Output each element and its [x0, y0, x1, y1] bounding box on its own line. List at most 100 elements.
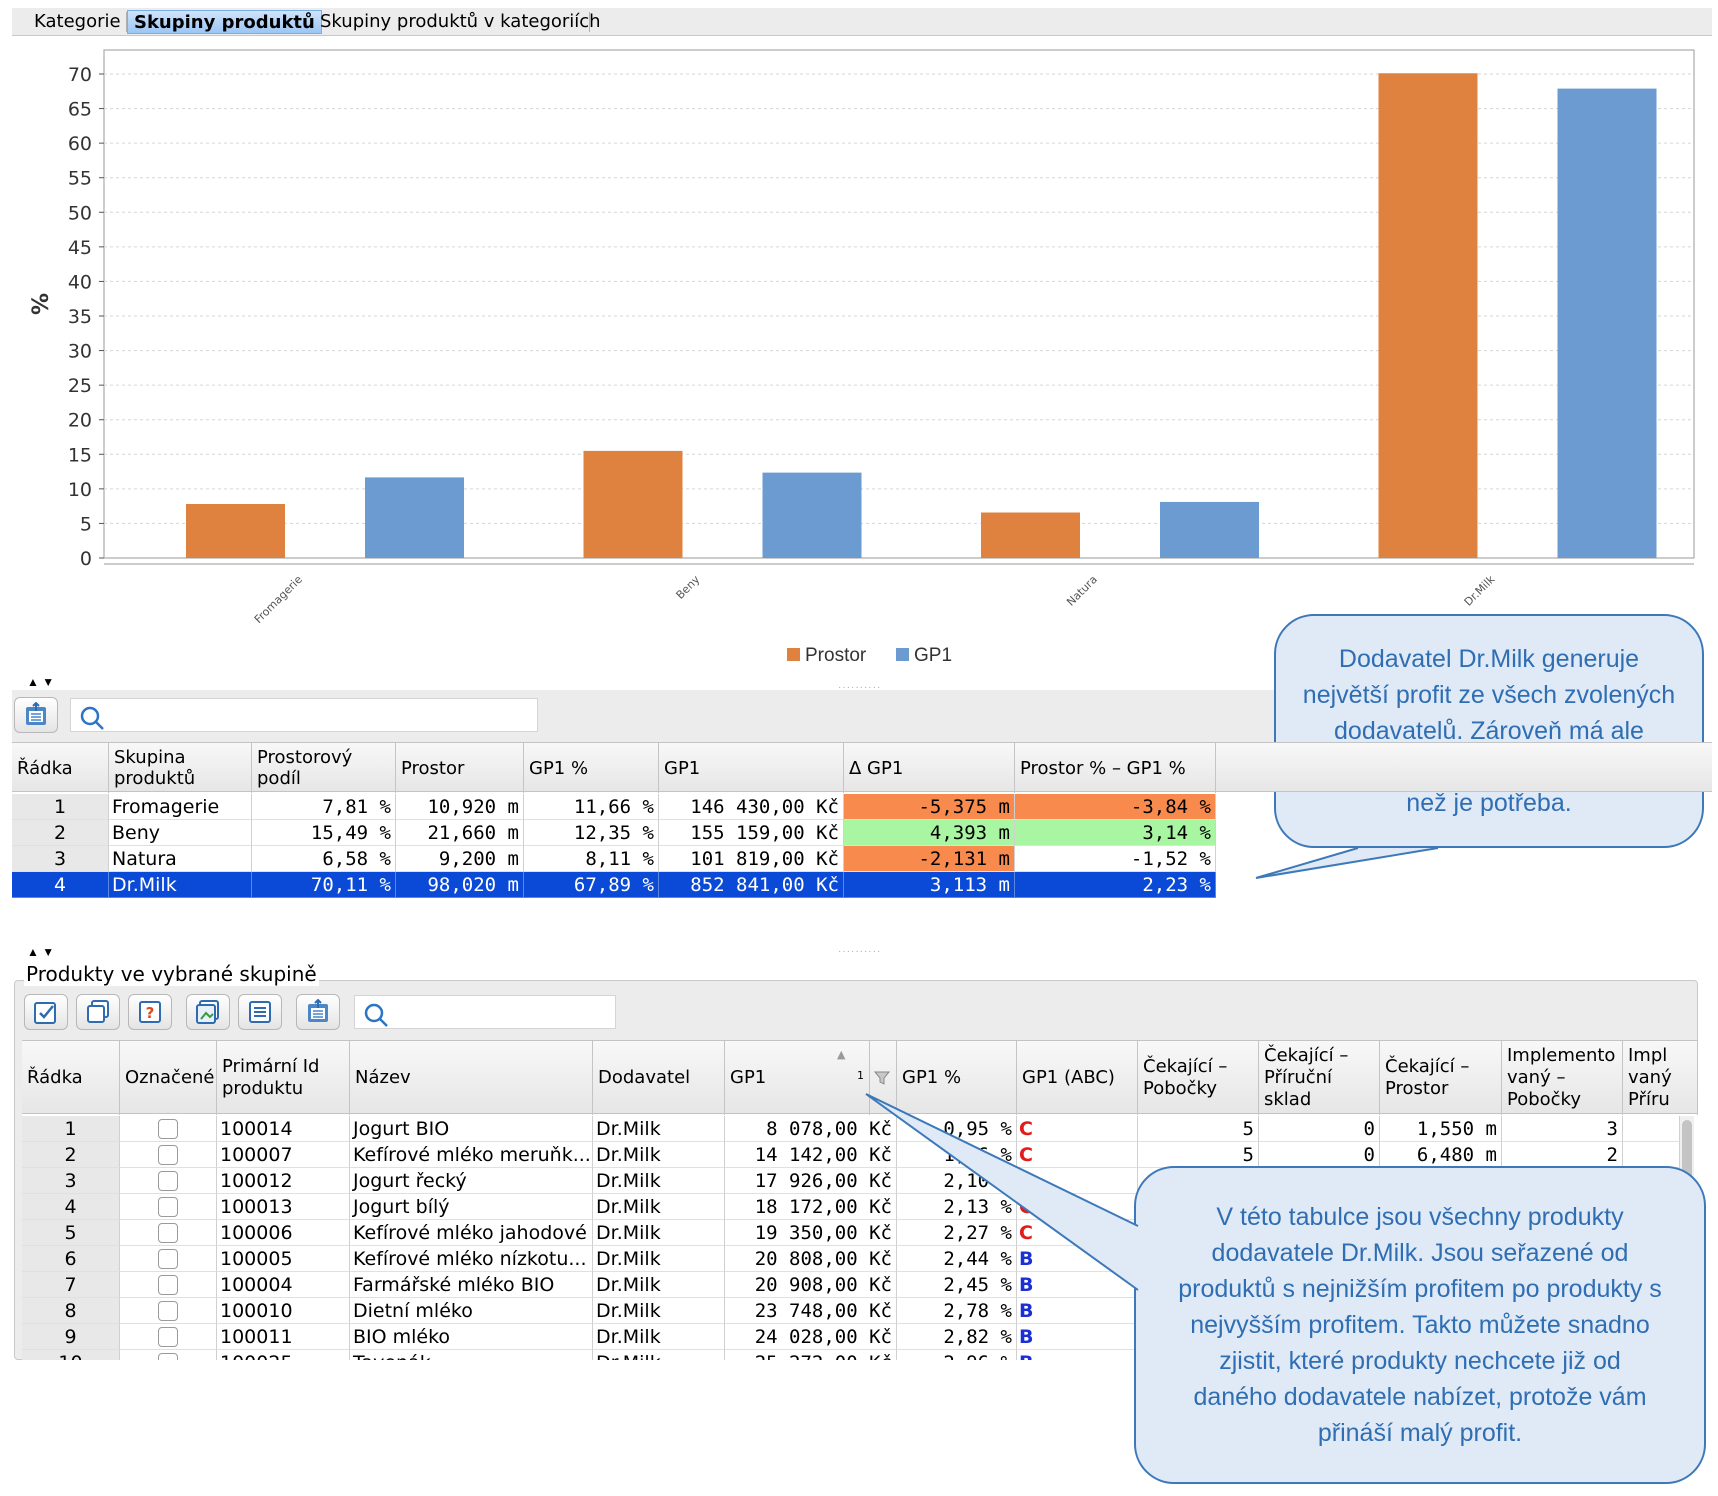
- product-row[interactable]: 8 100010 Dietní mléko Dr.Milk 23 748,00 Kč 2,…: [22, 1298, 1698, 1324]
- col-prostorovy-podil[interactable]: Prostorový podíl: [252, 743, 396, 793]
- product-cell-gp1pct: 2,45 %: [897, 1272, 1017, 1298]
- group-cell-prostor: 21,660 m: [396, 820, 524, 846]
- legend-swatch-prostor: [787, 648, 800, 661]
- splitter-grip[interactable]: ··········: [838, 682, 882, 693]
- col-gp1-pct[interactable]: GP1 %: [897, 1041, 1017, 1115]
- product-cell-abc: B: [1017, 1272, 1138, 1298]
- abc-class-label: B: [1017, 1352, 1033, 1360]
- mark-checkbox[interactable]: [158, 1327, 178, 1347]
- col-cekajici-pobocky[interactable]: Čekající – Pobočky: [1138, 1041, 1259, 1115]
- group-row[interactable]: 2 Beny 15,49 % 21,660 m 12,35 % 155 159,00 Kč…: [12, 820, 1712, 846]
- product-row[interactable]: 1 100014 Jogurt BIO Dr.Milk 8 078,00 Kč 0,95 …: [22, 1116, 1698, 1142]
- col-delta-gp1[interactable]: Δ GP1: [844, 743, 1015, 793]
- col-oznacene[interactable]: Označené: [120, 1041, 217, 1115]
- col-primarni-id[interactable]: Primární Id produktu: [217, 1041, 350, 1115]
- list-view-button[interactable]: [238, 994, 282, 1030]
- product-cell-idx: 8: [22, 1298, 120, 1324]
- sort-order-number: 1: [857, 1069, 864, 1082]
- bar-prostor-beny: [583, 450, 683, 558]
- col-skupina[interactable]: Skupina produktů: [109, 743, 252, 793]
- mark-checkbox[interactable]: [158, 1301, 178, 1321]
- product-cell-marked: [120, 1168, 217, 1194]
- group-cell-dgp1: 4,393 m: [844, 820, 1015, 846]
- product-cell-abc: B: [1017, 1246, 1138, 1272]
- product-cell-gp1: 25 272,00 Kč: [725, 1350, 897, 1360]
- mark-checkbox[interactable]: [158, 1275, 178, 1295]
- mark-checkbox[interactable]: [158, 1171, 178, 1191]
- export-excel-button[interactable]: [14, 697, 58, 733]
- col-implementovany-prirucni[interactable]: Impl vaný Příru: [1623, 1041, 1698, 1115]
- y-tick-label: 5: [80, 513, 92, 535]
- product-cell-supplier: Dr.Milk: [593, 1194, 725, 1220]
- product-cell-supplier: Dr.Milk: [593, 1324, 725, 1350]
- product-cell-gp1pct: 2,82 %: [897, 1324, 1017, 1350]
- col-gp1-abc[interactable]: GP1 (ABC): [1017, 1041, 1138, 1115]
- image-export-button[interactable]: [186, 994, 230, 1030]
- col-cekajici-sklad[interactable]: Čekající – Příruční sklad: [1259, 1041, 1380, 1115]
- unmark-all-button[interactable]: [76, 994, 120, 1030]
- group-cell-dgp1: -2,131 m: [844, 846, 1015, 872]
- mark-checkbox[interactable]: [158, 1249, 178, 1269]
- mark-all-button[interactable]: [24, 994, 68, 1030]
- tab-skupiny-produktu[interactable]: Skupiny produktů: [127, 10, 322, 34]
- col-gp1[interactable]: GP1: [659, 743, 844, 793]
- mark-checkbox[interactable]: [158, 1197, 178, 1217]
- product-row[interactable]: 7 100004 Farmářské mléko BIO Dr.Milk 20 908,…: [22, 1272, 1698, 1298]
- product-cell-name: BIO mléko: [350, 1324, 593, 1350]
- product-cell-marked: [120, 1246, 217, 1272]
- product-cell-supplier: Dr.Milk: [593, 1220, 725, 1246]
- mark-checkbox[interactable]: [158, 1223, 178, 1243]
- col-prostor[interactable]: Prostor: [396, 743, 524, 793]
- tab-skupiny-v-kategoriich[interactable]: Skupiny produktů v kategoriích: [320, 11, 601, 32]
- splitter-arrows-icon[interactable]: ▲ ▼: [27, 945, 55, 959]
- group-row[interactable]: 3 Natura 6,58 % 9,200 m 8,11 % 101 819,00 Kč -…: [12, 846, 1712, 872]
- product-cell-gp1: 20 908,00 Kč: [725, 1272, 897, 1298]
- y-tick-label: 55: [68, 168, 92, 190]
- splitter-grip[interactable]: ··········: [838, 946, 882, 957]
- groups-search-input[interactable]: [70, 698, 538, 732]
- abc-class-label: C: [1019, 1144, 1033, 1166]
- col-radka[interactable]: Řádka: [12, 743, 109, 793]
- product-cell-gp1: 23 748,00 Kč: [725, 1298, 897, 1324]
- col-cekajici-prostor[interactable]: Čekající – Prostor: [1380, 1041, 1502, 1115]
- product-row[interactable]: 2 100007 Kefírové mléko meruňk... Dr.Milk 14…: [22, 1142, 1698, 1168]
- col-nazev[interactable]: Název: [350, 1041, 593, 1115]
- product-cell-supplier: Dr.Milk: [593, 1168, 725, 1194]
- product-cell-idx: 7: [22, 1272, 120, 1298]
- col-gp1[interactable]: GP1 ▲ 1: [725, 1041, 870, 1115]
- mark-checkbox[interactable]: [158, 1145, 178, 1165]
- col-radka[interactable]: Řádka: [22, 1041, 120, 1115]
- column-filter-button[interactable]: [870, 1041, 897, 1115]
- y-tick-label: 65: [68, 99, 92, 121]
- product-cell-c_prostor: 1,550 m: [1380, 1116, 1502, 1142]
- col-gp1-pct[interactable]: GP1 %: [524, 743, 659, 793]
- col-prostor-minus-gp1[interactable]: Prostor % – GP1 %: [1015, 743, 1216, 793]
- product-cell-supplier: Dr.Milk: [593, 1142, 725, 1168]
- mark-checkbox[interactable]: [158, 1353, 178, 1360]
- col-implementovany-pobocky[interactable]: Implemento vaný – Pobočky: [1502, 1041, 1623, 1115]
- product-cell-gp1: 20 808,00 Kč: [725, 1246, 897, 1272]
- product-cell-gp1pct: 1,66 %: [897, 1142, 1017, 1168]
- group-cell-diff: -3,84 %: [1015, 794, 1216, 820]
- splitter-arrows-icon[interactable]: ▲ ▼: [27, 675, 55, 689]
- group-cell-share: 70,11 %: [252, 872, 396, 898]
- group-row[interactable]: 1 Fromagerie 7,81 % 10,920 m 11,66 % 146 430,…: [12, 794, 1712, 820]
- group-cell-gp1pct: 11,66 %: [524, 794, 659, 820]
- product-cell-i_pob: 3: [1502, 1116, 1623, 1142]
- group-row[interactable]: 4 Dr.Milk 70,11 % 98,020 m 67,89 % 852 841,00…: [12, 872, 1712, 898]
- product-row[interactable]: 10 100025TavenákDr.Milk25 272,00 Kč2,96 %…: [22, 1350, 1698, 1360]
- export-excel-button[interactable]: [296, 994, 340, 1030]
- callout-bottom-text: V této tabulce jsou všechny produkty dod…: [1178, 1203, 1662, 1447]
- products-search-input[interactable]: [354, 995, 616, 1029]
- invert-marks-button[interactable]: ?: [128, 994, 172, 1030]
- product-cell-supplier: Dr.Milk: [593, 1298, 725, 1324]
- product-cell-marked: [120, 1272, 217, 1298]
- product-row[interactable]: 9 100011 BIO mléko Dr.Milk 24 028,00 Kč 2,82 …: [22, 1324, 1698, 1350]
- scrollbar-thumb[interactable]: [1682, 1120, 1692, 1180]
- product-cell-abc: C: [1017, 1168, 1138, 1194]
- col-dodavatel[interactable]: Dodavatel: [593, 1041, 725, 1115]
- mark-checkbox[interactable]: [158, 1119, 178, 1139]
- group-cell-gp1: 155 159,00 Kč: [659, 820, 844, 846]
- bar-prostor-drmilk: [1378, 73, 1478, 558]
- tab-kategorie[interactable]: Kategorie: [34, 11, 121, 32]
